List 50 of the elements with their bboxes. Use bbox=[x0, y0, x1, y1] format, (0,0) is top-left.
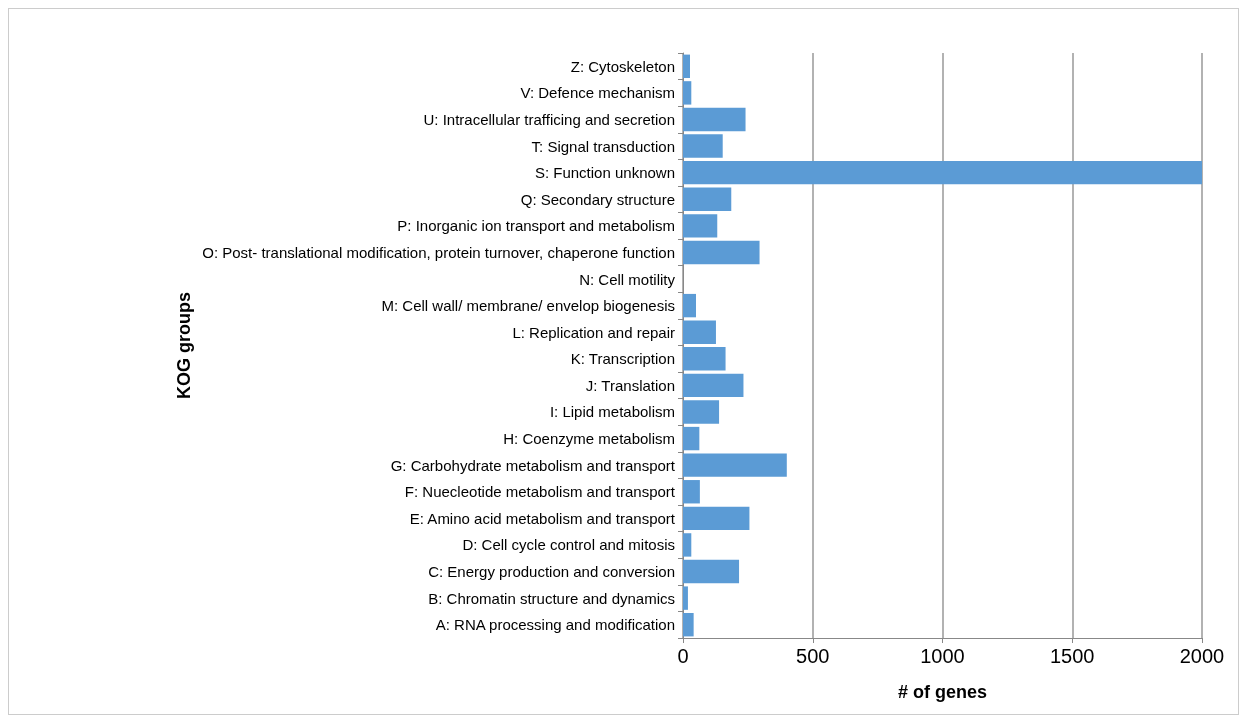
y-tick-label: A: RNA processing and modification bbox=[435, 616, 675, 634]
y-tick-label: Q: Secondary structure bbox=[520, 190, 675, 208]
x-tick-label: 0 bbox=[677, 645, 689, 667]
bar bbox=[683, 613, 694, 637]
y-tick-label: E: Amino acid metabolism and transport bbox=[409, 509, 676, 527]
bar bbox=[683, 240, 760, 265]
bar bbox=[683, 586, 688, 610]
y-tick-label: T: Signal transduction bbox=[531, 137, 675, 155]
bar bbox=[683, 559, 740, 584]
bar bbox=[683, 160, 1202, 185]
bar bbox=[683, 320, 716, 344]
x-axis-title: # of genes bbox=[897, 682, 988, 702]
y-tick-label: G: Carbohydrate metabolism and transport bbox=[390, 456, 676, 474]
y-tick-label: L: Replication and repair bbox=[512, 323, 675, 341]
bar bbox=[683, 187, 732, 211]
y-tick-label: P: Inorganic ion transport and metabolism bbox=[397, 217, 675, 235]
bar bbox=[683, 81, 692, 105]
bar bbox=[683, 400, 720, 424]
y-tick-label: D: Cell cycle control and mitosis bbox=[462, 536, 675, 554]
y-tick-label: H: Coenzyme metabolism bbox=[503, 430, 675, 448]
y-tick-label: O: Post- translational modification, protein turnover, chaperone function bbox=[202, 243, 675, 261]
y-tick-label: V: Defence mechanism bbox=[520, 84, 675, 102]
bar bbox=[683, 533, 692, 557]
bar bbox=[683, 293, 696, 318]
bar bbox=[683, 134, 723, 158]
bar bbox=[683, 373, 744, 398]
x-tick-label: 1500 bbox=[1050, 645, 1095, 667]
y-tick-label: S: Function unknown bbox=[534, 164, 675, 182]
bar bbox=[683, 506, 750, 531]
y-tick-label: K: Transcription bbox=[570, 350, 675, 368]
y-tick-label: C: Energy production and conversion bbox=[428, 563, 675, 581]
y-tick-label: N: Cell motility bbox=[579, 270, 676, 288]
y-tick-label: B: Chromatin structure and dynamics bbox=[428, 589, 675, 607]
bar bbox=[683, 426, 700, 451]
x-tick-label: 1000 bbox=[920, 645, 965, 667]
y-tick-label: F: Nuecleotide metabolism and transport bbox=[404, 483, 676, 501]
x-tick-label: 500 bbox=[796, 645, 830, 667]
x-tick-label: 2000 bbox=[1179, 645, 1225, 667]
y-tick-label: Z: Cytoskeleton bbox=[570, 57, 675, 75]
y-axis-title: KOG groups bbox=[174, 292, 194, 399]
y-tick-label: M: Cell wall/ membrane/ envelop biogenesis bbox=[381, 297, 675, 315]
y-tick-label: J: Translation bbox=[585, 376, 675, 394]
bar bbox=[683, 480, 700, 504]
y-tick-label: U: Intracellular trafficing and secretion bbox=[423, 110, 675, 128]
bar bbox=[683, 214, 718, 238]
bar bbox=[683, 347, 726, 371]
bar bbox=[683, 453, 787, 477]
bar bbox=[683, 54, 691, 78]
y-tick-label: I: Lipid metabolism bbox=[549, 403, 675, 421]
bar bbox=[683, 107, 746, 132]
